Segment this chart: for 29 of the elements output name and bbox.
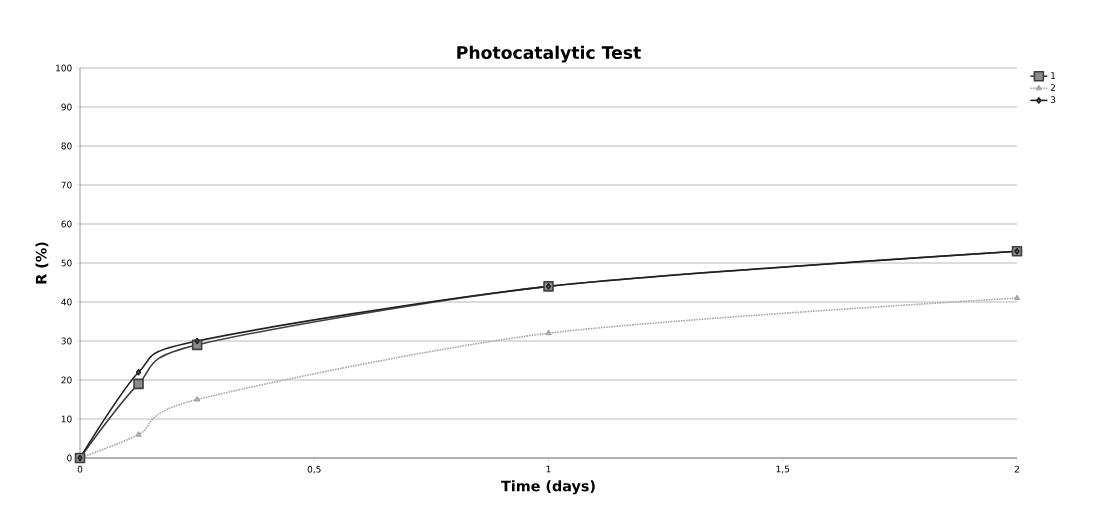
y-tick-label: 30 <box>61 337 72 345</box>
y-tick-label: 0 <box>67 454 72 462</box>
point <box>194 396 201 402</box>
legend-label: 2 <box>1050 84 1055 91</box>
point <box>135 431 142 437</box>
x-tick-label: 0,5 <box>307 465 321 474</box>
point <box>1014 294 1020 301</box>
y-axis-title: R (%) <box>35 242 49 284</box>
point <box>194 337 200 345</box>
y-tick-label: 10 <box>61 415 72 423</box>
y-tick-label: 50 <box>61 259 72 267</box>
x-tick-label: 2 <box>1014 465 1019 473</box>
x-tick-label: 1 <box>546 465 551 473</box>
y-tick-label: 20 <box>61 376 72 384</box>
legend-label: 3 <box>1050 96 1056 104</box>
x-tick-label: 0 <box>77 465 83 473</box>
x-axis-title: Time (days) <box>501 480 595 495</box>
y-tick-label: 80 <box>61 142 72 150</box>
y-tick-label: 70 <box>61 181 72 189</box>
y-tick-label: 90 <box>61 103 72 111</box>
chart-title: Photocatalytic Test <box>457 45 641 63</box>
legend-label: 1 <box>1051 72 1056 79</box>
x-tick-label: 1,5 <box>776 465 790 474</box>
y-tick-label: 100 <box>56 64 72 72</box>
y-tick-label: 40 <box>61 298 72 306</box>
point <box>545 329 552 336</box>
point <box>133 378 144 390</box>
point <box>135 368 142 376</box>
y-tick-label: 60 <box>61 220 72 228</box>
